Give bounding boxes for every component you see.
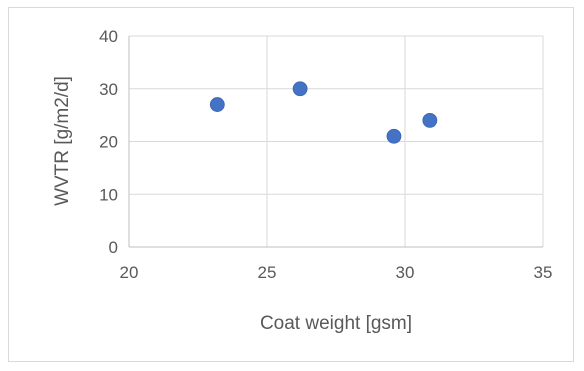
data-point: [422, 113, 438, 128]
x-axis-title: Coat weight [gsm]: [260, 313, 412, 334]
x-tick-label: 25: [258, 263, 277, 282]
y-tick-labels: 0 10 20 30 40: [99, 27, 118, 257]
gridlines: [129, 35, 544, 247]
axes: [128, 36, 543, 248]
y-tick-label: 10: [99, 185, 118, 204]
y-tick-label: 30: [99, 80, 118, 99]
data-point: [386, 128, 402, 144]
y-tick-label: 40: [99, 27, 118, 46]
data-point: [209, 97, 225, 112]
data-point: [292, 81, 308, 97]
x-tick-label: 20: [120, 263, 139, 282]
chart-frame: [8, 7, 574, 362]
x-tick-label: 35: [534, 263, 553, 282]
y-tick-label: 0: [109, 238, 118, 257]
x-tick-label: 30: [396, 263, 415, 282]
x-tick-labels: 20 25 30 35: [120, 263, 553, 282]
data-points: [209, 81, 438, 144]
y-axis-title: WVTR [g/m2/d]: [52, 76, 73, 206]
y-tick-label: 20: [99, 133, 118, 152]
